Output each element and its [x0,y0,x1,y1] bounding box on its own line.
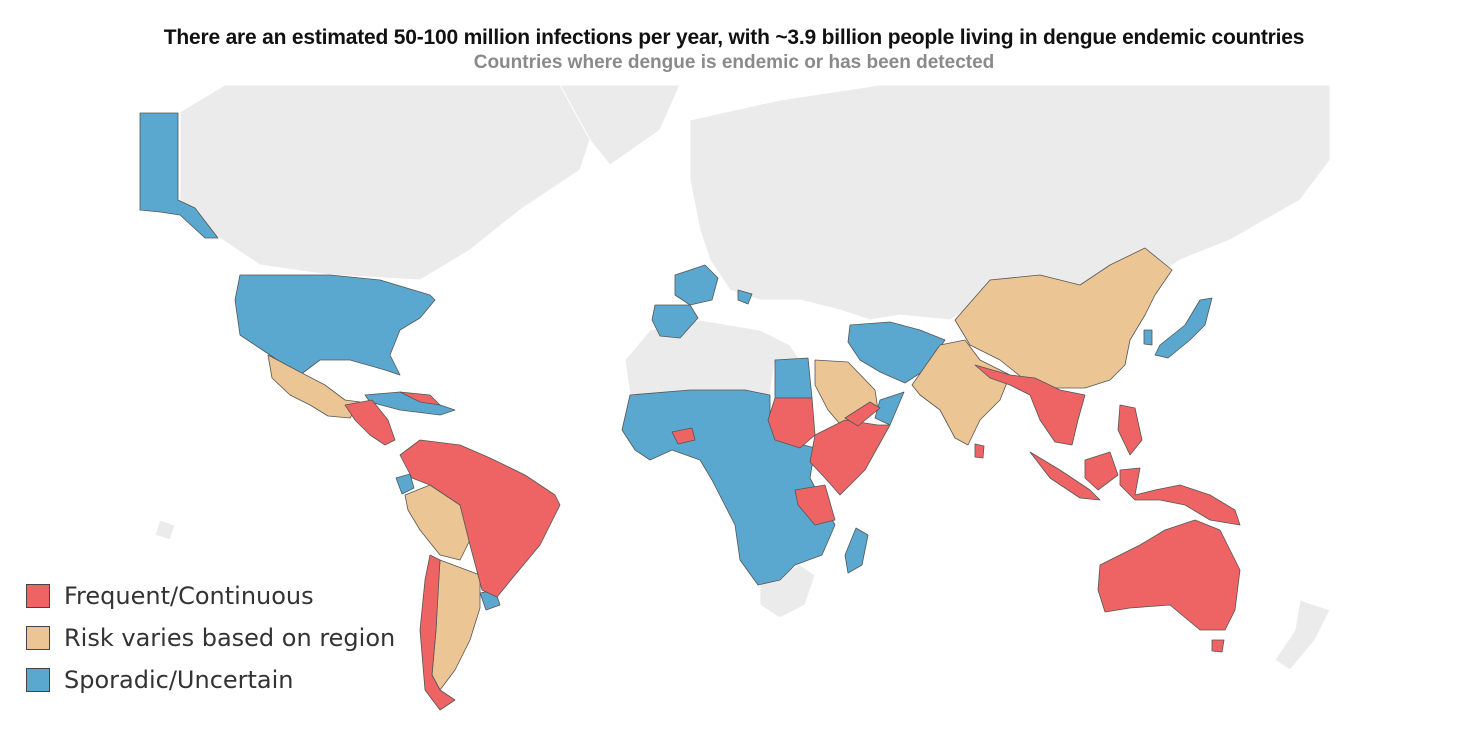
croatia [737,289,753,305]
saudi-arabia [814,359,879,431]
south-korea [1143,329,1153,346]
legend-item-risk: Risk varies based on region [26,617,395,659]
central-america [344,399,396,446]
new-zealand [1274,599,1331,671]
australia [1097,519,1241,631]
mexico [267,354,361,419]
greenland-region [179,84,601,281]
philippines [1117,404,1143,456]
legend-swatch-risk [26,626,50,650]
sulawesi-papua [1119,467,1241,526]
yemen [844,401,881,427]
japan [1154,297,1213,359]
sri-lanka [974,443,985,459]
borneo [1084,451,1119,491]
tanzania [794,484,836,526]
chile [419,554,456,711]
legend-label-risk: Risk varies based on region [64,624,396,652]
alaska [139,112,219,239]
legend: Frequent/Continuous Risk varies based on… [26,575,395,701]
usa [234,274,436,376]
caribbean-red [399,391,441,406]
france [674,264,719,306]
legend-item-frequent: Frequent/Continuous [26,575,395,617]
ecuador [395,473,415,495]
south-america-north [399,439,561,598]
legend-label-frequent: Frequent/Continuous [64,582,314,610]
legend-swatch-sporadic [26,668,50,692]
legend-swatch-frequent [26,584,50,608]
tasmania [1211,639,1225,653]
burkina-faso [671,427,696,445]
spain [651,304,699,339]
southeast-asia-mainland [974,364,1086,446]
india [911,339,1011,446]
world-map [139,84,1331,711]
horn-of-africa [809,419,891,496]
legend-label-sporadic: Sporadic/Uncertain [64,666,294,694]
egypt [774,357,813,399]
indonesia-west [1029,451,1101,501]
greenland [559,84,681,166]
antarctic-islands [154,519,176,541]
chart-subtitle: Countries where dengue is endemic or has… [473,52,995,73]
legend-item-sporadic: Sporadic/Uncertain [26,659,395,701]
chart-title: There are an estimated 50-100 million in… [163,26,1305,49]
sudan [767,397,816,449]
iran-pakistan [847,321,946,384]
madagascar [844,527,869,574]
